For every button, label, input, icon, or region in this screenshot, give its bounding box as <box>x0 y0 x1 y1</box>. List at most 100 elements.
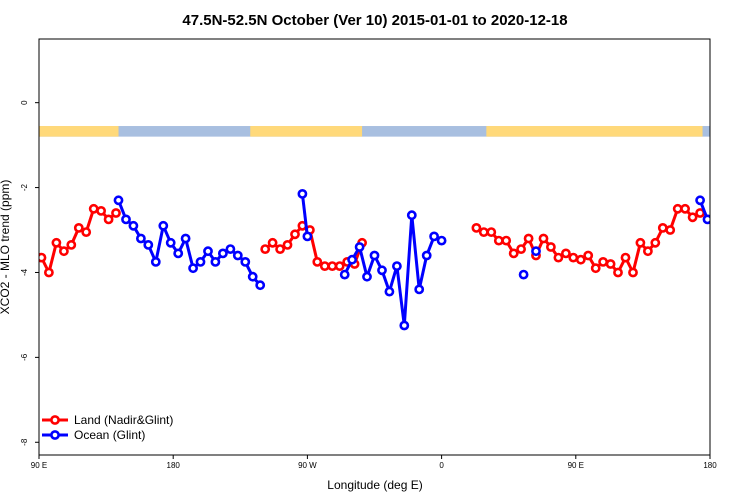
ocean-point <box>362 271 372 282</box>
x-axis: 90 E 180 90 W 0 90 E 180 <box>31 455 717 470</box>
ocean-point <box>695 195 705 206</box>
land-point <box>590 263 601 274</box>
ocean-point <box>143 239 154 250</box>
land-point <box>96 205 106 216</box>
land-point <box>290 229 300 240</box>
ocean-point <box>421 250 432 261</box>
ocean-point <box>354 242 365 252</box>
land-point <box>687 212 698 223</box>
x-tick-label: 180 <box>167 461 181 470</box>
y-tick-label: -6 <box>20 353 29 361</box>
x-tick-label: 90 W <box>298 461 317 470</box>
ocean-point <box>391 261 402 271</box>
land-point <box>66 239 77 250</box>
land-point <box>501 235 512 246</box>
land-point <box>111 208 121 218</box>
land-point <box>267 237 278 248</box>
land-point <box>312 256 323 267</box>
ocean-point <box>339 269 350 280</box>
land-point <box>598 256 608 267</box>
ocean-point <box>173 248 184 259</box>
land-point <box>486 227 497 237</box>
land-point <box>334 261 345 271</box>
land-point <box>81 227 92 237</box>
ocean-point <box>377 265 387 276</box>
land-point <box>568 252 579 263</box>
y-tick-label: -2 <box>20 183 29 191</box>
ocean-point <box>702 214 710 225</box>
ocean-point <box>150 256 161 267</box>
land-point <box>605 259 616 269</box>
x-axis-label: Longitude (deg E) <box>327 478 422 492</box>
land-point <box>523 233 534 244</box>
land-point <box>546 242 556 252</box>
land-point <box>680 203 690 214</box>
land-point <box>583 250 594 261</box>
legend-item-ocean: Ocean (Glint) <box>42 428 145 442</box>
ocean-series-line <box>343 213 443 327</box>
land-point <box>643 246 653 257</box>
land-point <box>635 237 646 248</box>
x-tick-label: 0 <box>439 461 444 470</box>
ocean-point <box>414 284 425 295</box>
ocean-point <box>128 220 139 231</box>
x-tick-label: 180 <box>703 461 717 470</box>
y-tick-label: -4 <box>20 268 29 276</box>
ocean-point <box>429 231 439 242</box>
land-point <box>613 267 623 278</box>
land-point <box>478 227 489 237</box>
ocean-series-line <box>300 193 309 237</box>
ocean-point <box>113 195 124 206</box>
ocean-point <box>195 256 206 267</box>
land-point <box>553 252 564 263</box>
ocean-point <box>436 235 447 246</box>
ocean-series <box>113 188 748 331</box>
land-point <box>59 246 69 257</box>
land-point <box>39 252 47 263</box>
y-tick-label: 0 <box>20 100 29 105</box>
legend-marker <box>50 415 60 425</box>
ocean-point <box>726 241 733 248</box>
ocean-point <box>247 271 258 282</box>
land-point <box>665 225 676 235</box>
ocean-point <box>232 250 243 261</box>
land-sea-strip <box>39 126 710 137</box>
x-tick-label: 90 E <box>568 461 584 470</box>
ocean-point <box>240 256 251 267</box>
ocean-point <box>518 269 529 280</box>
ocean-point <box>203 246 213 257</box>
land-point <box>73 222 84 233</box>
legend-item-land: Land (Nadir&Glint) <box>42 413 173 427</box>
ocean-point <box>188 263 198 274</box>
y-axis: 0 -2 -4 -6 -8 <box>20 100 39 446</box>
land-point <box>260 244 271 254</box>
ocean-point <box>711 224 718 231</box>
ocean-point <box>531 246 541 257</box>
ocean-point <box>121 214 131 225</box>
land-point <box>471 222 482 233</box>
land-point <box>561 248 571 259</box>
land-point <box>575 254 586 265</box>
ocean-point <box>734 258 741 265</box>
land-point <box>319 261 330 271</box>
legend-label: Ocean (Glint) <box>74 428 145 442</box>
land-point <box>51 237 62 248</box>
land-band <box>486 126 703 137</box>
ocean-point <box>180 233 191 244</box>
series-layer <box>39 188 748 331</box>
land-point <box>282 239 293 250</box>
ocean-point <box>135 233 146 244</box>
ocean-point <box>158 220 169 231</box>
land-point <box>620 252 631 263</box>
legend-marker <box>50 430 60 440</box>
ocean-series-line <box>698 199 710 225</box>
ocean-point <box>217 248 228 259</box>
ocean-point <box>399 320 410 331</box>
legend: Land (Nadir&Glint)Ocean (Glint) <box>42 413 173 442</box>
ocean-band <box>39 126 710 137</box>
land-point <box>275 244 285 254</box>
ocean-point <box>210 256 221 267</box>
ocean-point <box>741 222 748 229</box>
ocean-point <box>347 254 357 265</box>
